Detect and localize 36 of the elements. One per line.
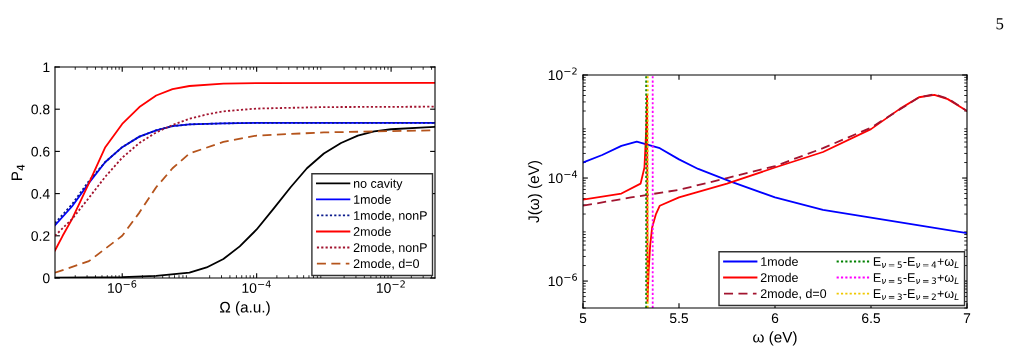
legend-label: E$_{ν=5}$-E$_{ν=4}$+ω$_{L}$	[873, 257, 959, 268]
legend-label: 2mode, d=0	[353, 258, 420, 270]
legend-label: 1mode	[354, 194, 391, 204]
line-series	[583, 94, 967, 303]
x-axis-title: Ω (a.u.)	[219, 301, 270, 316]
y-tick-label: 10$^{−2}$	[548, 67, 577, 81]
y-tick-label: 10$^{−4}$	[548, 170, 578, 184]
y-tick-label: 0.8	[31, 104, 50, 115]
y-axis-title: J(ω) (eV)	[527, 161, 543, 223]
x-tick-label: 10$^{−4}$	[242, 280, 271, 293]
legend-label: 1mode	[761, 256, 798, 266]
legend-label: no cavity	[353, 178, 403, 191]
legend-label: 1mode, nonP	[354, 210, 427, 222]
line-series	[583, 140, 967, 235]
x-tick-label: 10$^{−2}$	[376, 280, 405, 293]
line-series	[583, 93, 967, 207]
x-tick-label: 6.5	[862, 313, 881, 324]
legend-label: 2mode, d=0	[760, 288, 827, 300]
y-tick-label: 0.6	[31, 146, 50, 157]
legend-label: 2mode, nonP	[353, 242, 427, 254]
y-tick-label: 0.4	[31, 188, 50, 199]
y-axis-title: P$_{4}$	[11, 164, 25, 181]
text: 5	[996, 18, 1004, 30]
x-tick-label: 7	[963, 313, 971, 323]
y-tick-label: 1	[43, 62, 50, 73]
legend-label: 2mode	[760, 272, 798, 282]
x-axis-title: ω (eV)	[753, 331, 797, 346]
x-tick-label: 10$^{−6}$	[108, 280, 137, 293]
legend-label: E$_{ν=3}$-E$_{ν=2}$+ω$_{L}$	[873, 289, 959, 301]
legend-label: E$_{ν=5}$-E$_{ν=3}$+ω$_{L}$	[873, 273, 959, 285]
legend-label: 2mode	[353, 226, 391, 236]
y-tick-label: 0	[42, 273, 50, 284]
x-tick-label: 6	[771, 313, 779, 324]
y-tick-label: 0.2	[31, 231, 50, 241]
x-tick-label: 5.5	[669, 313, 689, 324]
x-tick-label: 5	[579, 313, 587, 324]
